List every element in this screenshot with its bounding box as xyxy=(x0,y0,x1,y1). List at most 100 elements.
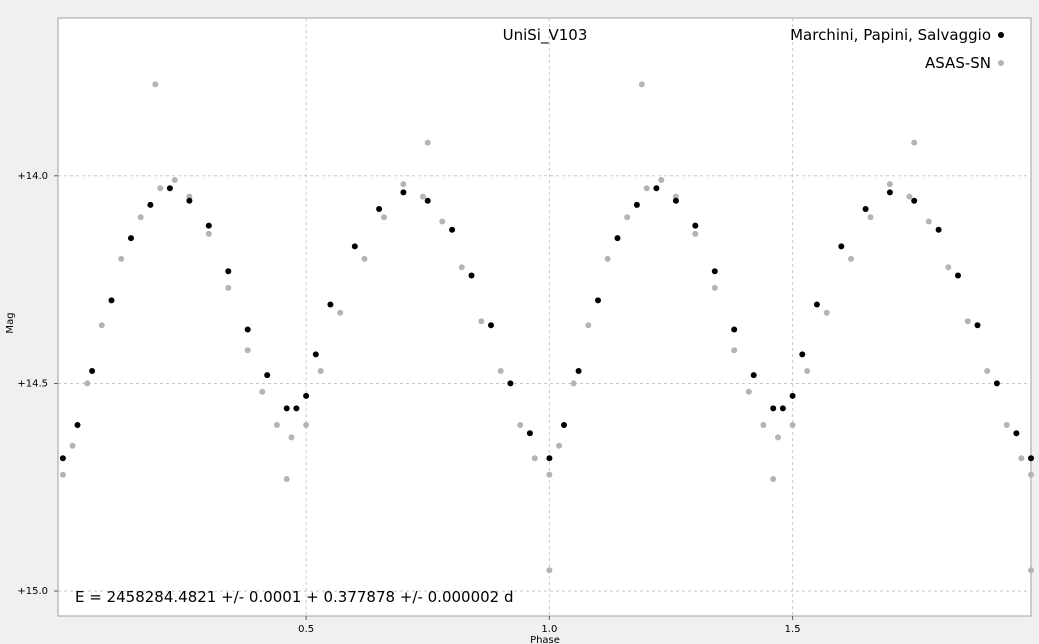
asas-sn-data-point xyxy=(337,309,344,316)
marchini-data-point xyxy=(244,326,251,333)
marchini-data-point xyxy=(692,222,699,229)
asas-sn-data-point xyxy=(205,230,212,237)
legend-marker-marchini xyxy=(998,32,1004,38)
marchini-data-point xyxy=(653,185,660,192)
marchini-data-point xyxy=(1028,455,1034,462)
asas-sn-data-point xyxy=(964,318,971,325)
asas-sn-data-point xyxy=(497,368,504,374)
asas-sn-data-point xyxy=(303,422,310,428)
asas-sn-data-point xyxy=(381,214,387,221)
chart-title: UniSi_V103 xyxy=(503,26,588,45)
asas-sn-data-point xyxy=(171,177,178,183)
asas-sn-data-point xyxy=(317,368,324,374)
legend-label-asas-sn: ASAS-SN xyxy=(925,54,991,72)
marchini-data-point xyxy=(108,297,115,304)
asas-sn-data-point xyxy=(692,230,699,237)
asas-sn-data-point xyxy=(478,318,485,325)
asas-sn-data-point xyxy=(1028,471,1034,478)
marchini-data-point xyxy=(89,368,96,374)
plot-area xyxy=(57,17,1032,617)
legend-label-marchini: Marchini, Papini, Salvaggio xyxy=(790,26,991,44)
marchini-data-point xyxy=(327,301,334,308)
marchini-points xyxy=(59,185,1034,462)
marchini-data-point xyxy=(955,272,961,279)
marchini-data-point xyxy=(128,235,134,242)
marchini-data-point xyxy=(770,405,777,412)
asas-sn-data-point xyxy=(439,218,446,225)
marchini-data-point xyxy=(779,405,786,412)
asas-sn-data-point xyxy=(823,309,830,316)
asas-sn-data-point xyxy=(760,422,767,428)
marchini-data-point xyxy=(911,197,918,204)
marchini-data-point xyxy=(750,372,757,379)
marchini-data-point xyxy=(449,226,456,233)
marchini-data-point xyxy=(376,206,383,212)
asas-sn-data-point xyxy=(1018,455,1025,462)
asas-sn-data-point xyxy=(604,255,611,262)
marchini-data-point xyxy=(488,322,494,329)
asas-sn-data-point xyxy=(906,193,913,200)
marchini-data-point xyxy=(789,392,796,399)
marchini-data-point xyxy=(74,422,81,428)
marchini-data-point xyxy=(974,322,981,329)
asas-sn-data-point xyxy=(244,347,251,354)
asas-sn-data-point xyxy=(867,214,874,221)
asas-sn-data-point xyxy=(731,347,738,354)
asas-sn-data-point xyxy=(517,422,524,428)
asas-sn-data-point xyxy=(69,442,76,449)
asas-sn-data-point xyxy=(288,434,295,441)
marchini-data-point xyxy=(799,351,806,358)
asas-sn-data-point xyxy=(157,185,164,192)
marchini-data-point xyxy=(303,392,310,399)
marchini-data-point xyxy=(400,189,407,196)
marchini-data-point xyxy=(468,272,475,279)
asas-sn-data-point xyxy=(804,368,811,374)
marchini-data-point xyxy=(205,222,212,229)
marchini-data-point xyxy=(312,351,319,358)
marchini-data-point xyxy=(862,206,869,212)
marchini-data-point xyxy=(293,405,300,412)
marchini-data-point xyxy=(59,455,66,462)
asas-sn-data-point xyxy=(186,193,193,200)
asas-sn-data-point xyxy=(745,388,752,395)
asas-sn-data-point xyxy=(531,455,538,462)
marchini-data-point xyxy=(283,405,290,412)
marchini-data-point xyxy=(595,297,601,304)
asas-sn-data-point xyxy=(1003,422,1010,428)
asas-sn-data-point xyxy=(273,422,280,428)
asas-sn-data-point xyxy=(570,380,577,387)
marchini-data-point xyxy=(424,197,431,204)
asas-sn-data-point xyxy=(283,476,290,482)
asas-sn-data-point xyxy=(137,214,144,221)
y-tick-label: +15.0 xyxy=(17,586,48,597)
asas-sn-data-point xyxy=(546,567,553,574)
marchini-data-point xyxy=(672,197,679,204)
asas-sn-data-point xyxy=(152,81,159,88)
marchini-data-point xyxy=(546,455,553,462)
asas-sn-data-point xyxy=(424,139,431,146)
asas-sn-data-point xyxy=(848,255,854,262)
asas-sn-data-point xyxy=(98,322,105,329)
marchini-data-point xyxy=(225,268,232,275)
marchini-data-point xyxy=(147,201,154,208)
ephemeris-annotation: E = 2458284.4821 +/- 0.0001 + 0.377878 +… xyxy=(75,588,514,606)
asas-sn-data-point xyxy=(361,255,368,262)
asas-sn-data-point xyxy=(886,181,893,188)
marchini-data-point xyxy=(264,372,271,379)
asas-sn-data-point xyxy=(556,442,563,449)
asas-sn-data-point xyxy=(59,471,66,478)
asas-sn-data-point xyxy=(638,81,645,88)
asas-sn-data-point xyxy=(789,422,796,428)
legend-marker-asas-sn xyxy=(998,60,1004,66)
marchini-data-point xyxy=(561,422,567,428)
asas-sn-data-point xyxy=(624,214,631,221)
marchini-data-point xyxy=(731,326,738,333)
marchini-data-point xyxy=(614,235,621,242)
marchini-data-point xyxy=(993,380,1000,387)
asas-sn-data-point xyxy=(458,264,465,271)
marchini-data-point xyxy=(1013,430,1020,437)
x-axis-label: Phase xyxy=(530,635,560,644)
axis-ticks: 0.5 1.0 1.5 +14.0 +14.5 +15.0 xyxy=(17,171,800,635)
asas-sn-data-point xyxy=(84,380,91,387)
